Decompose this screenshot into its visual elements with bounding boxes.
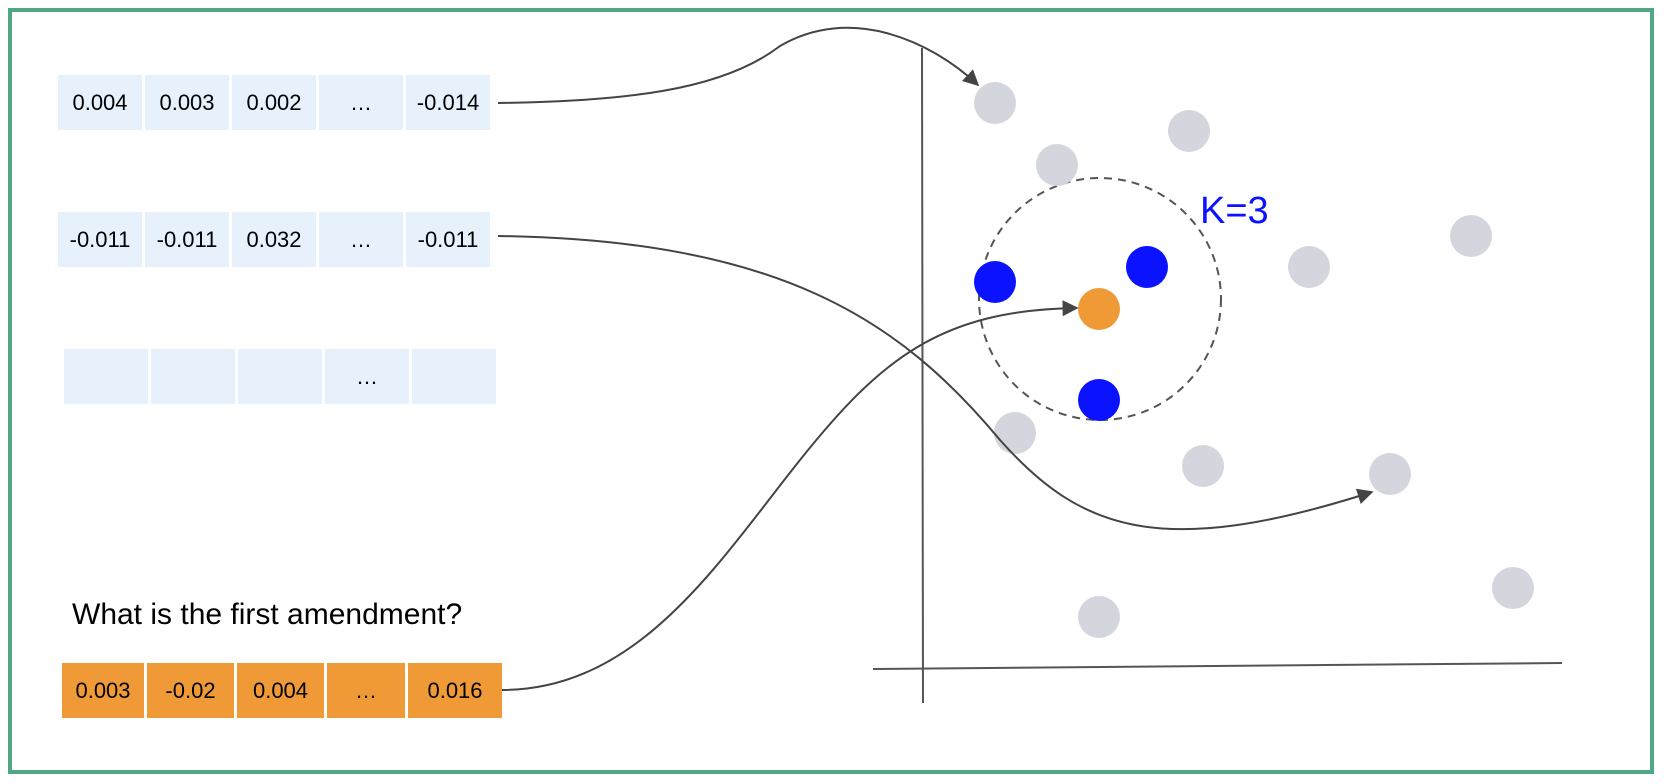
data-point bbox=[1182, 445, 1224, 487]
data-point bbox=[974, 82, 1016, 124]
query-vector-cell: 0.016 bbox=[408, 663, 502, 718]
vector-cell: 0.002 bbox=[232, 75, 316, 130]
query-point bbox=[1078, 288, 1120, 330]
data-point bbox=[1492, 567, 1534, 609]
vector-cell: 0.004 bbox=[58, 75, 142, 130]
vector-cell bbox=[151, 349, 235, 404]
data-point bbox=[1369, 453, 1411, 495]
vector-cell bbox=[412, 349, 496, 404]
vector-cell: -0.011 bbox=[145, 212, 229, 267]
data-point bbox=[1450, 215, 1492, 257]
vector-cell: … bbox=[325, 349, 409, 404]
data-point bbox=[1168, 110, 1210, 152]
query-vector-cell: 0.003 bbox=[62, 663, 144, 718]
vector-cell: … bbox=[319, 75, 403, 130]
vector-cell bbox=[64, 349, 148, 404]
connector-curve-row-2 bbox=[497, 235, 1374, 531]
query-vector-cell: -0.02 bbox=[147, 663, 234, 718]
vector-cell: -0.011 bbox=[406, 212, 490, 267]
vector-cell: 0.003 bbox=[145, 75, 229, 130]
nearest-neighbor-point bbox=[1078, 379, 1120, 421]
embedding-vector-row-2: -0.011 -0.011 0.032 … -0.011 bbox=[58, 212, 490, 267]
y-axis-line bbox=[921, 47, 924, 704]
k-value-label: K=3 bbox=[1200, 190, 1269, 232]
data-point bbox=[1288, 246, 1330, 288]
nearest-neighbor-point bbox=[1126, 246, 1168, 288]
embedding-vector-row-1: 0.004 0.003 0.002 … -0.014 bbox=[58, 75, 490, 130]
query-vector-cell: … bbox=[327, 663, 405, 718]
connector-curve-row-1 bbox=[497, 26, 980, 104]
query-vector-row: 0.003 -0.02 0.004 … 0.016 bbox=[62, 663, 502, 718]
data-point bbox=[1078, 596, 1120, 638]
vector-cell: -0.014 bbox=[406, 75, 490, 130]
vector-cell: 0.032 bbox=[232, 212, 316, 267]
x-axis-line bbox=[872, 662, 1563, 670]
query-question: What is the first amendment? bbox=[72, 598, 463, 631]
nearest-neighbor-point bbox=[974, 261, 1016, 303]
embedding-vector-row-3: … bbox=[64, 349, 496, 404]
vector-cell: … bbox=[319, 212, 403, 267]
vector-cell: -0.011 bbox=[58, 212, 142, 267]
data-point bbox=[1036, 144, 1078, 186]
connector-curve-query bbox=[501, 300, 1079, 691]
vector-cell bbox=[238, 349, 322, 404]
query-vector-cell: 0.004 bbox=[237, 663, 324, 718]
data-point bbox=[994, 412, 1036, 454]
